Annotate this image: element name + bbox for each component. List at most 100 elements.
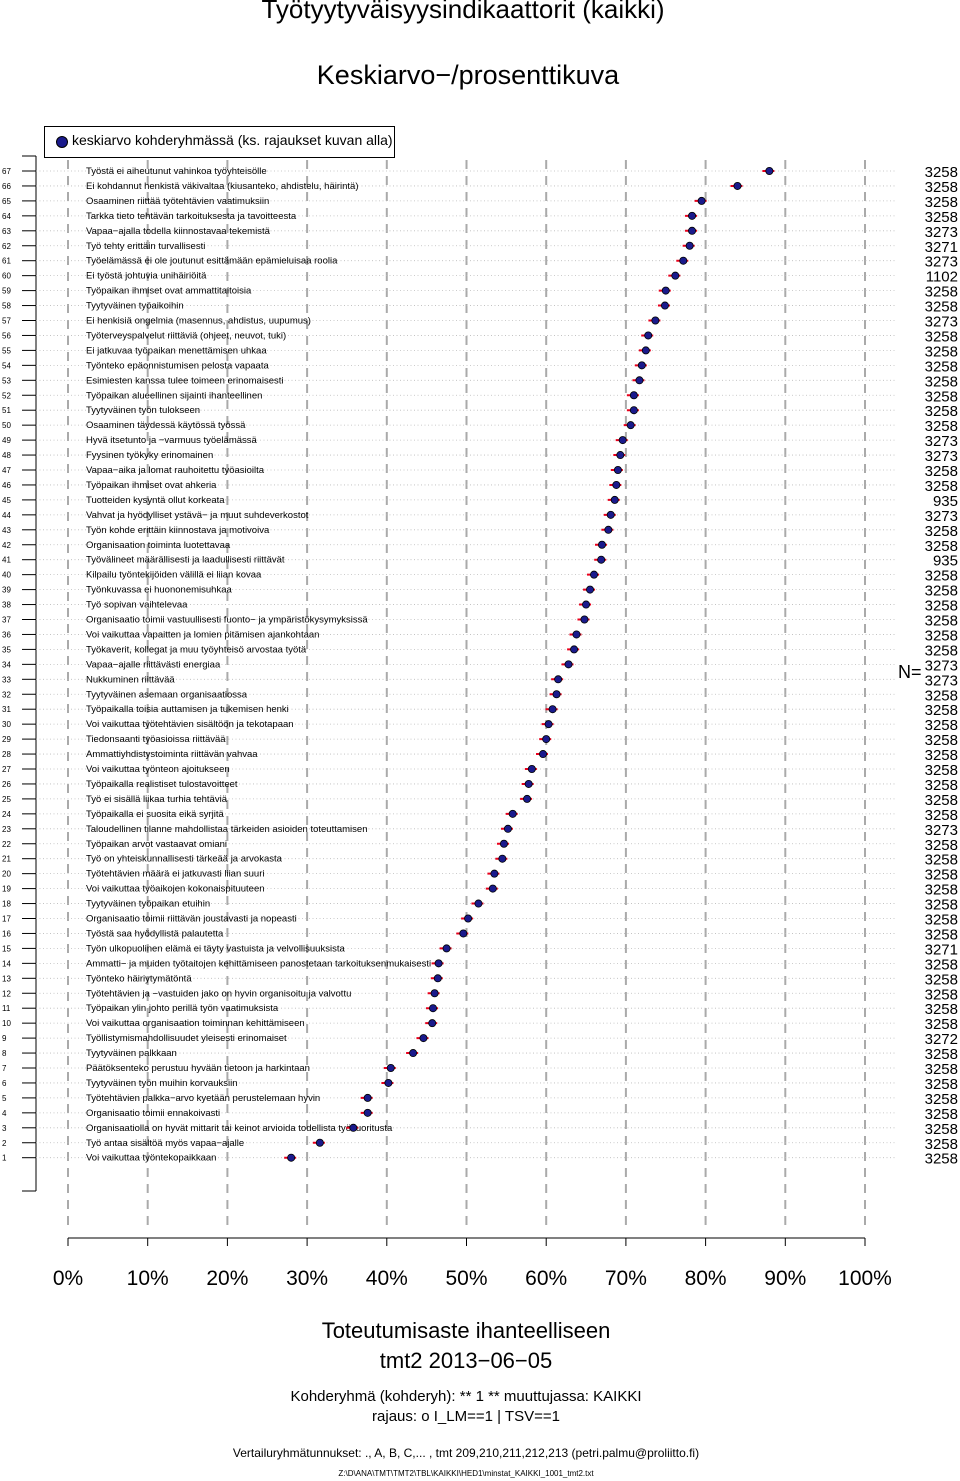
row-rank: 3 xyxy=(2,1124,7,1133)
row-label: Fyysinen työkyky erinomainen xyxy=(86,450,213,461)
row-rank: 8 xyxy=(2,1049,7,1058)
n-label: N= xyxy=(898,662,922,682)
mean-point xyxy=(508,809,517,818)
row-label: Työllistymismahdollisuudet yleisesti eri… xyxy=(86,1033,287,1044)
mean-point xyxy=(626,421,635,430)
row-n-count: 3258 xyxy=(925,164,958,181)
mean-point xyxy=(539,750,548,759)
row-rank: 55 xyxy=(2,346,11,355)
mean-point xyxy=(287,1153,296,1162)
mean-point xyxy=(586,585,595,594)
row-label: Työstä saa hyödyllistä palautetta xyxy=(86,928,224,939)
legend-marker xyxy=(56,136,68,148)
row-label: Työ ei sisällä liikaa turhia tehtäviä xyxy=(86,794,228,805)
row-n-count: 3273 xyxy=(925,822,958,839)
row-label: Työ sopivan vaihtelevaa xyxy=(86,600,188,611)
legend-label: keskiarvo kohderyhmässä (ks. rajaukset k… xyxy=(72,132,393,148)
row-n-count: 3258 xyxy=(925,343,958,360)
row-n-count: 3258 xyxy=(925,388,958,405)
row-label: Tuotteiden kysyntä ollut korkeata xyxy=(86,495,225,506)
dataset-label: tmt2 2013−06−05 xyxy=(379,1348,553,1373)
row-n-count: 3258 xyxy=(925,284,958,301)
mean-point xyxy=(552,690,561,699)
row-n-count: 3273 xyxy=(925,224,958,241)
chart-subtitle: Keskiarvo−/prosenttikuva xyxy=(316,60,620,90)
row-rank: 66 xyxy=(2,182,11,191)
row-n-count: 935 xyxy=(933,553,958,570)
row-n-count: 935 xyxy=(933,493,958,510)
row-rank: 24 xyxy=(2,810,11,819)
source-file-label: Z:\D\ANA\TMT\TMT2\TBL\KAIKKI\HED1\minsta… xyxy=(338,1469,594,1478)
row-n-count: 3258 xyxy=(925,732,958,749)
row-label: Hyvä itsetunto ja −varmuus työelämässä xyxy=(86,435,258,446)
mean-point xyxy=(635,376,644,385)
mean-point xyxy=(612,480,621,489)
row-n-count: 3258 xyxy=(925,807,958,824)
mean-point xyxy=(554,675,563,684)
mean-point xyxy=(644,331,653,340)
row-n-count: 3273 xyxy=(925,508,958,525)
filter-label: rajaus: o I_LM==1 | TSV==1 xyxy=(372,1408,560,1425)
row-label: Tyytyväinen työn tulokseen xyxy=(86,405,200,416)
row-label: Voi vaikuttaa organisaation toiminnan ke… xyxy=(86,1018,305,1029)
row-rank: 43 xyxy=(2,526,11,535)
row-n-count: 3258 xyxy=(925,971,958,988)
row-rank: 13 xyxy=(2,974,11,983)
row-n-count: 3258 xyxy=(925,1001,958,1018)
row-n-count: 3258 xyxy=(925,1106,958,1123)
row-label: Vapaa−ajalle riittävästi energiaa xyxy=(86,659,221,670)
row-n-count: 3258 xyxy=(925,897,958,914)
row-n-count: 3258 xyxy=(925,1151,958,1168)
mean-point xyxy=(697,196,706,205)
mean-point xyxy=(384,1078,393,1087)
row-n-count: 3258 xyxy=(925,627,958,644)
mean-point xyxy=(548,705,557,714)
row-rank: 67 xyxy=(2,167,11,176)
row-n-count: 3273 xyxy=(925,433,958,450)
row-n-count: 3258 xyxy=(925,463,958,480)
row-label: Vapaa−ajalla todella kiinnostavaa tekemi… xyxy=(86,226,271,237)
mean-point xyxy=(499,839,508,848)
row-rank: 52 xyxy=(2,391,11,400)
row-rank: 12 xyxy=(2,989,11,998)
row-n-count: 3258 xyxy=(925,209,958,226)
mean-point xyxy=(503,824,512,833)
x-tick-label: 50% xyxy=(445,1267,487,1290)
row-label: Ammattiyhdistystoiminta riittävän vahvaa xyxy=(86,749,258,760)
row-label: Voi vaikuttaa vapaitten ja lomien pitämi… xyxy=(86,629,319,640)
x-tick-label: 40% xyxy=(366,1267,408,1290)
row-n-count: 3258 xyxy=(925,403,958,420)
mean-point xyxy=(590,570,599,579)
row-label: Voi vaikuttaa työnteon ajoitukseen xyxy=(86,764,230,775)
mean-point xyxy=(597,555,606,564)
mean-point xyxy=(430,989,439,998)
row-rank: 10 xyxy=(2,1019,11,1028)
row-label: Nukkuminen riittävää xyxy=(86,674,175,685)
mean-point xyxy=(524,779,533,788)
row-n-count: 3258 xyxy=(925,702,958,719)
row-label: Taloudellinen tilanne mahdollistaa tärke… xyxy=(86,824,368,835)
row-rank: 50 xyxy=(2,421,11,430)
row-rank: 44 xyxy=(2,511,11,520)
mean-point xyxy=(641,346,650,355)
mean-point xyxy=(606,510,615,519)
row-rank: 33 xyxy=(2,675,11,684)
row-n-count: 3258 xyxy=(925,1016,958,1033)
mean-point xyxy=(464,914,473,923)
row-rank: 6 xyxy=(2,1079,7,1088)
row-n-count: 3258 xyxy=(925,598,958,615)
row-n-count: 3258 xyxy=(925,642,958,659)
row-n-count: 3258 xyxy=(925,747,958,764)
x-tick-label: 70% xyxy=(605,1267,647,1290)
row-n-count: 3258 xyxy=(925,1046,958,1063)
row-rank: 32 xyxy=(2,690,11,699)
x-tick-label: 60% xyxy=(525,1267,567,1290)
row-rank: 41 xyxy=(2,556,11,565)
row-n-count: 3258 xyxy=(925,1136,958,1153)
row-rank: 48 xyxy=(2,451,11,460)
mean-point xyxy=(498,854,507,863)
mean-point xyxy=(582,600,591,609)
mean-point xyxy=(651,316,660,325)
mean-point xyxy=(488,884,497,893)
row-rank: 49 xyxy=(2,436,11,445)
